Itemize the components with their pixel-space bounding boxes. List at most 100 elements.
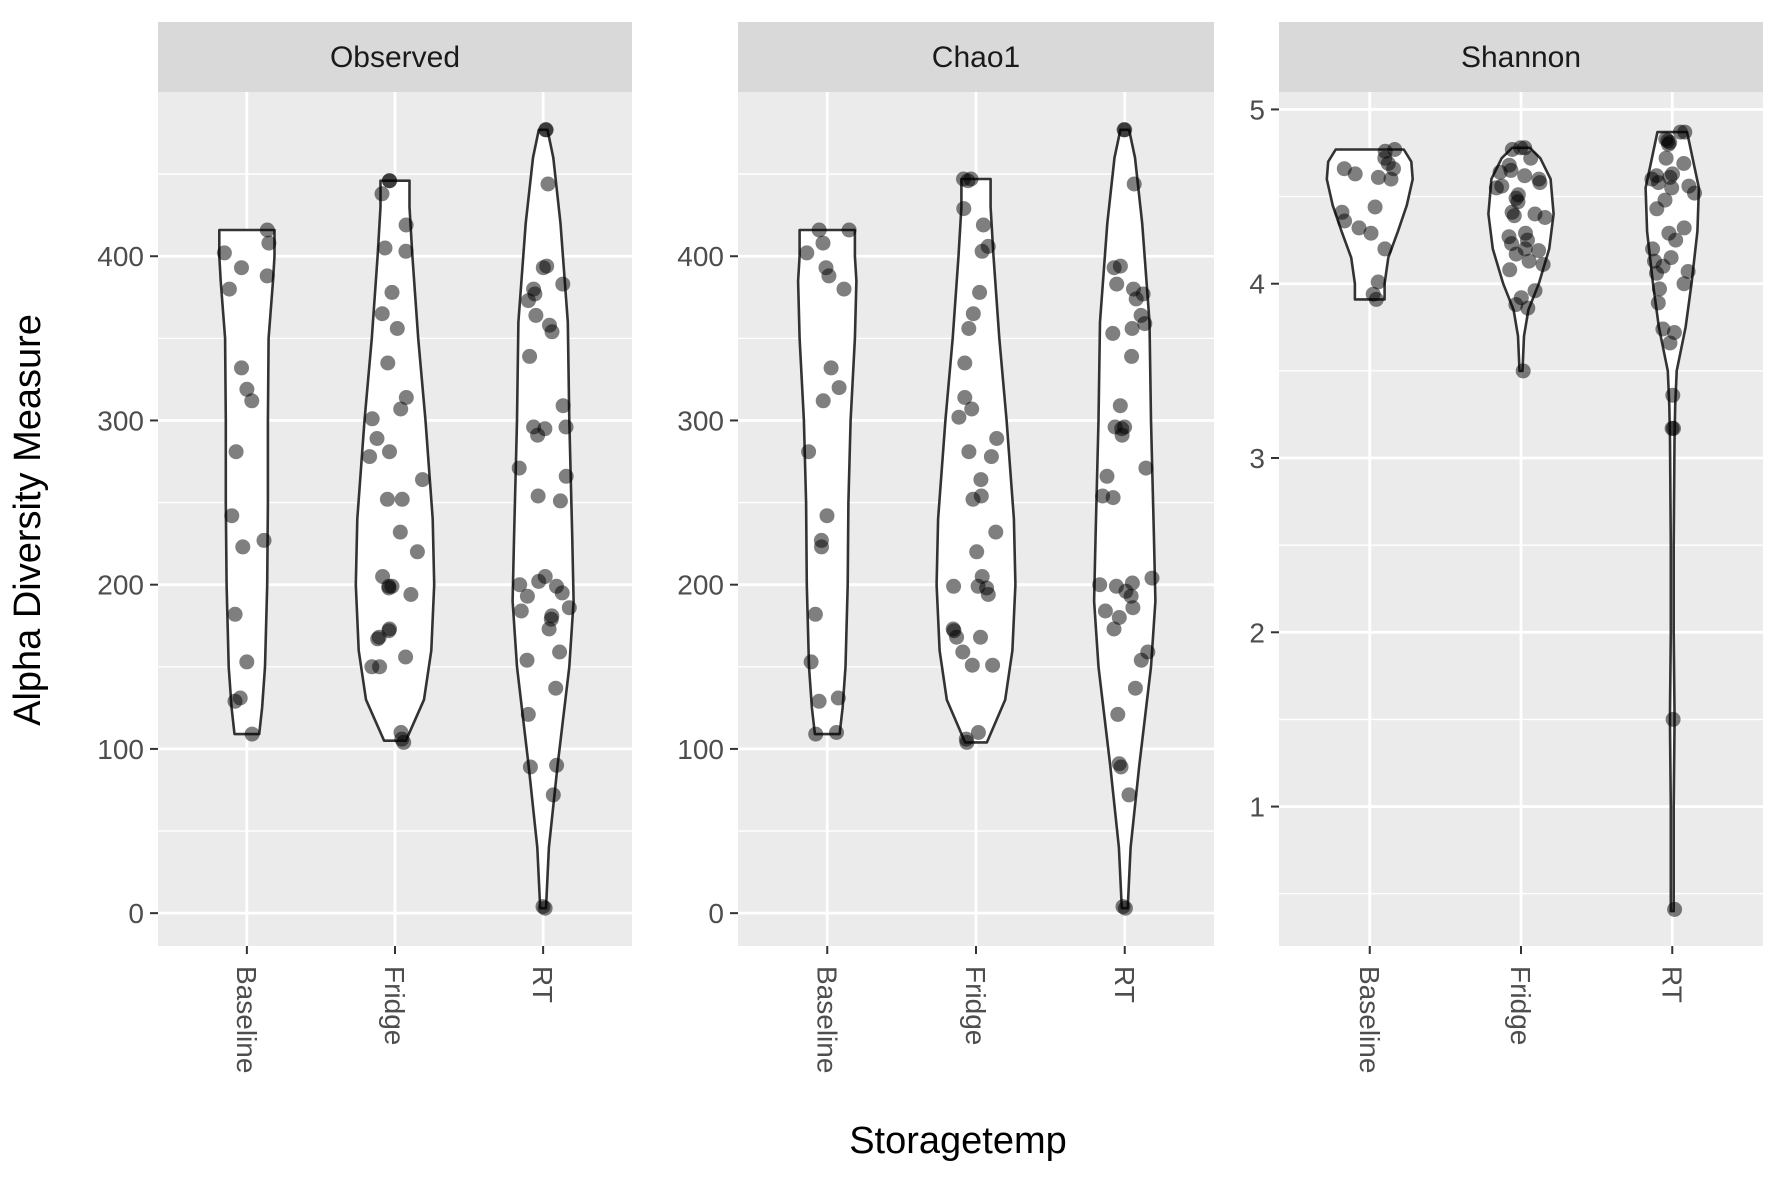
data-point-observed-rt [530, 427, 546, 443]
data-point-chao1-rt [1111, 610, 1127, 625]
data-point-observed-rt [513, 603, 529, 619]
data-point-chao1-fridge [965, 491, 981, 507]
data-point-observed-baseline [244, 393, 260, 409]
data-point-chao1-rt [1117, 900, 1133, 916]
data-point-observed-rt [520, 293, 536, 309]
data-point-chao1-fridge [980, 587, 996, 602]
y-tick-label: 4 [1249, 269, 1265, 300]
data-point-observed-fridge [415, 472, 430, 488]
data-point-shannon-fridge [1508, 297, 1524, 313]
y-tick-label: 5 [1249, 94, 1265, 125]
data-point-shannon-baseline [1367, 199, 1383, 215]
data-point-observed-rt [548, 680, 564, 696]
data-point-chao1-fridge [957, 355, 973, 371]
data-point-chao1-rt [1126, 176, 1142, 192]
data-point-observed-fridge [398, 243, 414, 259]
data-point-shannon-fridge [1492, 164, 1508, 180]
data-point-observed-rt [528, 307, 544, 323]
data-point-chao1-fridge [955, 644, 971, 660]
violin-shannon-baseline [1325, 148, 1414, 301]
data-point-observed-rt [537, 900, 553, 916]
data-point-chao1-rt [1127, 680, 1143, 696]
data-point-shannon-baseline [1370, 169, 1386, 185]
data-point-shannon-fridge [1521, 253, 1537, 269]
data-point-chao1-fridge [959, 734, 975, 750]
data-point-observed-rt [552, 644, 568, 660]
data-point-chao1-baseline [811, 222, 827, 238]
data-point-observed-rt [558, 468, 574, 484]
data-point-chao1-fridge [956, 201, 972, 217]
data-point-chao1-baseline [836, 281, 852, 297]
data-point-chao1-baseline [807, 606, 823, 622]
data-point-observed-rt [531, 573, 547, 589]
data-point-shannon-rt [1662, 335, 1678, 351]
data-point-observed-fridge [374, 306, 390, 322]
x-tick-label-shannon-baseline: Baseline [1354, 966, 1385, 1073]
data-point-chao1-rt [1144, 570, 1160, 586]
data-point-chao1-fridge [974, 243, 990, 259]
data-point-chao1-fridge [949, 629, 965, 645]
data-point-chao1-fridge [964, 401, 980, 417]
data-point-observed-baseline [227, 693, 243, 709]
y-tick-label: 200 [97, 570, 144, 601]
data-point-chao1-baseline [799, 245, 815, 261]
data-point-observed-rt [552, 493, 568, 509]
data-point-chao1-fridge [969, 544, 985, 560]
data-point-chao1-rt [1106, 260, 1122, 276]
data-point-chao1-baseline [815, 235, 831, 251]
data-point-shannon-fridge [1515, 363, 1531, 379]
data-point-observed-baseline [244, 726, 260, 742]
data-point-shannon-rt [1649, 201, 1665, 217]
data-point-observed-baseline [221, 281, 237, 297]
data-point-chao1-fridge [965, 306, 981, 322]
data-point-chao1-rt [1137, 316, 1153, 332]
data-point-chao1-baseline [823, 360, 839, 376]
data-point-chao1-baseline [821, 268, 837, 284]
data-point-shannon-rt [1645, 241, 1661, 257]
y-tick-label: 100 [677, 734, 724, 765]
data-point-observed-rt [538, 122, 554, 138]
data-point-observed-rt [544, 324, 560, 340]
data-point-shannon-fridge [1488, 180, 1504, 196]
data-point-observed-fridge [398, 649, 414, 665]
data-point-observed-rt [519, 652, 535, 668]
data-point-observed-fridge [377, 240, 393, 256]
data-point-chao1-fridge [975, 217, 991, 233]
data-point-shannon-rt [1665, 387, 1681, 403]
data-point-shannon-fridge [1508, 246, 1524, 262]
facet-strip-chao1 [738, 22, 1214, 92]
data-point-observed-fridge [394, 491, 410, 507]
data-point-chao1-rt [1113, 759, 1129, 775]
data-point-chao1-baseline [801, 444, 817, 460]
facet-shannon: Shannon 1 2 3 4 5 Baseline Fridge RT [1249, 22, 1763, 1073]
data-point-observed-fridge [369, 431, 385, 446]
data-point-chao1-rt [1138, 460, 1154, 476]
data-point-shannon-baseline [1377, 241, 1393, 257]
y-tick-label: 1 [1249, 792, 1265, 823]
data-point-chao1-baseline [808, 726, 824, 742]
data-point-observed-fridge [372, 659, 388, 675]
data-point-shannon-fridge [1502, 262, 1518, 278]
data-point-observed-fridge [381, 580, 397, 596]
data-point-observed-fridge [380, 355, 396, 371]
data-point-shannon-rt [1665, 711, 1681, 727]
data-point-chao1-rt [1133, 652, 1149, 668]
y-tick-label: 0 [128, 898, 144, 929]
data-point-shannon-rt [1651, 175, 1666, 191]
data-point-shannon-fridge [1535, 257, 1551, 272]
data-point-observed-fridge [379, 491, 395, 507]
data-point-shannon-baseline [1337, 213, 1353, 229]
facet-strip-shannon [1279, 22, 1763, 92]
x-tick-label-observed-fridge: Fridge [379, 966, 410, 1045]
data-point-observed-baseline [259, 268, 275, 284]
data-point-observed-fridge [384, 284, 400, 300]
data-point-observed-rt [555, 276, 571, 292]
data-point-observed-rt [549, 757, 565, 773]
data-point-chao1-rt [1106, 621, 1122, 637]
data-point-observed-fridge [364, 411, 380, 427]
data-point-chao1-baseline [803, 654, 819, 670]
data-point-chao1-rt [1105, 490, 1121, 506]
data-point-chao1-fridge [989, 431, 1005, 446]
data-point-observed-baseline [256, 532, 272, 548]
data-point-shannon-rt [1650, 295, 1666, 311]
